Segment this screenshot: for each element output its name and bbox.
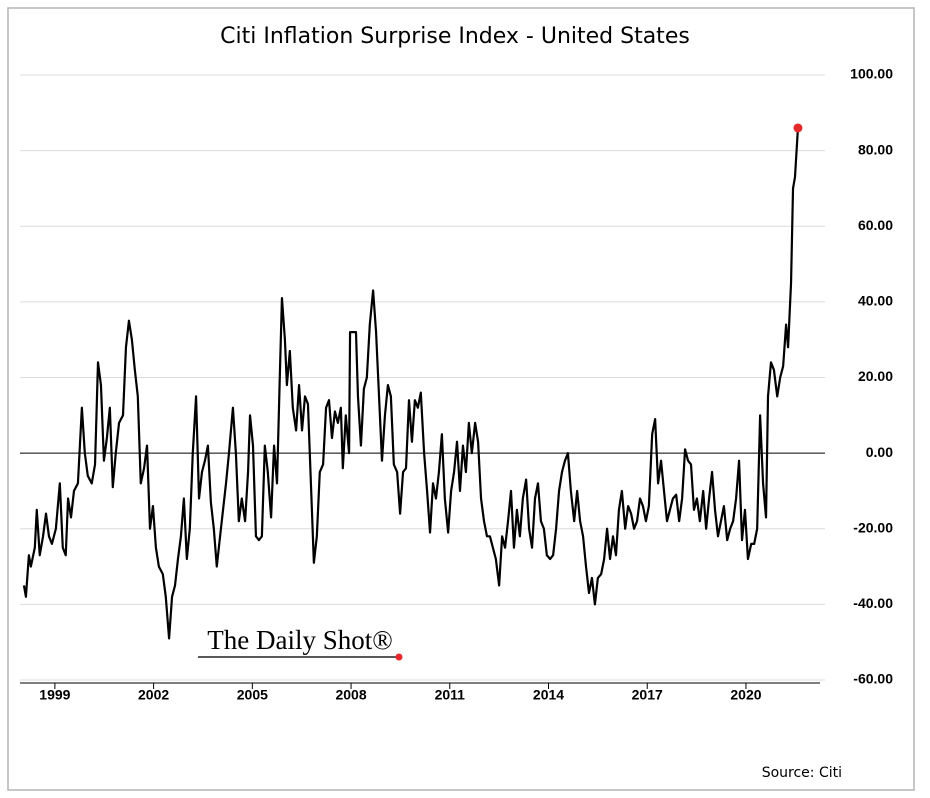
watermark: The Daily Shot® — [207, 625, 393, 655]
x-tick-label: 2005 — [237, 687, 268, 703]
x-tick-label: 1999 — [39, 687, 70, 703]
y-tick-label: -20.00 — [853, 519, 893, 535]
source: Source: Citi — [762, 765, 842, 781]
watermark-dot — [395, 653, 403, 661]
x-tick-label: 2014 — [533, 687, 564, 703]
x-tick-label: 2002 — [138, 687, 169, 703]
y-tick-label: 40.00 — [858, 293, 893, 309]
x-tick-label: 2008 — [335, 687, 366, 703]
y-tick-label: 0.00 — [866, 444, 893, 460]
y-tick-label: 100.00 — [850, 66, 893, 82]
x-tick-label: 2020 — [730, 687, 761, 703]
x-tick-label: 2017 — [632, 687, 663, 703]
y-tick-label: 80.00 — [858, 141, 893, 157]
x-tick-label: 2011 — [435, 687, 466, 703]
frame — [7, 7, 915, 791]
y-tick-label: 20.00 — [858, 368, 893, 384]
y-tick-label: -60.00 — [853, 671, 893, 687]
series-line — [22, 127, 800, 640]
y-tick-label: 60.00 — [858, 217, 893, 233]
y-tick-label: -40.00 — [853, 595, 893, 611]
last-point — [793, 123, 803, 133]
chart-title: Citi Inflation Surprise Index - United S… — [220, 24, 690, 49]
